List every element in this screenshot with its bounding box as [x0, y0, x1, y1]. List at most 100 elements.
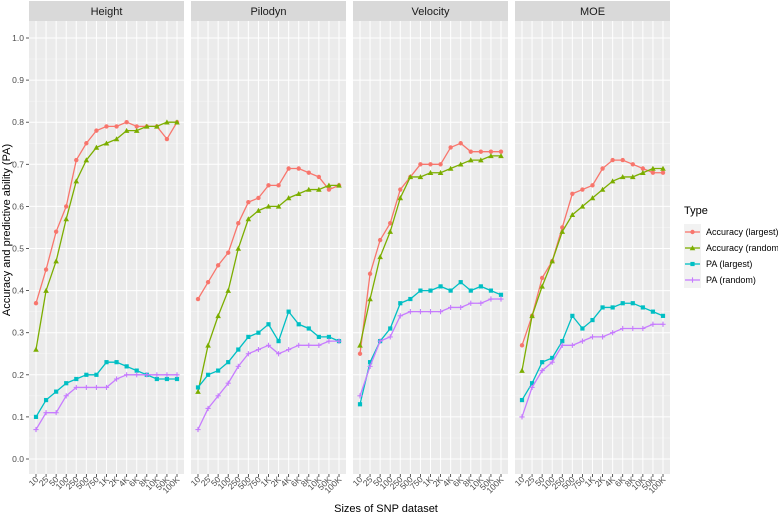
data-point: [316, 334, 321, 340]
data-point: [468, 300, 474, 306]
data-point: [377, 237, 383, 243]
data-point: [326, 182, 332, 188]
data-point: [650, 321, 656, 327]
data-point: [620, 301, 625, 306]
data-point: [529, 384, 535, 391]
data-point: [134, 368, 139, 373]
data-point: [174, 376, 180, 382]
data-point: [286, 346, 292, 353]
data-point: [134, 372, 140, 378]
data-point: [539, 367, 545, 374]
data-point: [235, 245, 242, 251]
data-point: [488, 288, 494, 293]
data-point: [316, 186, 322, 192]
data-point: [296, 322, 301, 327]
data-point: [94, 128, 99, 133]
data-point: [398, 187, 403, 192]
data-point: [428, 288, 433, 293]
legend: Type Accuracy (largest) Accuracy (random)…: [684, 205, 778, 288]
data-point: [599, 334, 606, 340]
data-point: [205, 279, 211, 285]
data-point: [195, 426, 201, 433]
data-point: [478, 149, 484, 154]
data-point: [407, 174, 414, 180]
panel-pilodyn: Pilodyn1025501002505007501K2K4K6K8K10K50…: [189, 1, 346, 495]
data-point: [195, 388, 201, 394]
y-axis-title: Accuracy and predictive ability (PA): [1, 144, 13, 316]
data-point: [215, 313, 221, 319]
data-point: [498, 153, 504, 159]
strip-background: [29, 1, 184, 21]
y-tick-label: 0.0: [12, 454, 24, 464]
data-point: [610, 330, 616, 336]
data-point: [570, 191, 575, 196]
data-point: [640, 169, 646, 175]
data-point: [236, 347, 241, 352]
data-point: [286, 166, 291, 171]
data-point: [559, 342, 565, 348]
data-point: [388, 221, 393, 226]
data-point: [43, 397, 49, 403]
legend-key-marker: [690, 229, 695, 235]
y-tick-label: 0.3: [12, 328, 24, 338]
data-point: [123, 127, 130, 133]
data-point: [256, 195, 261, 201]
data-point: [266, 322, 271, 327]
data-point: [326, 187, 332, 192]
data-point: [205, 342, 211, 348]
data-point: [467, 157, 474, 163]
data-point: [549, 359, 555, 365]
series-accuracy-largest: [195, 166, 342, 302]
data-point: [620, 325, 626, 332]
data-point: [468, 149, 473, 154]
data-point: [33, 414, 39, 419]
data-point: [73, 178, 80, 184]
panel-height: Height1025501002505007501K2K4K6K8K10K50K…: [27, 1, 184, 495]
y-tick-label: 0.7: [12, 159, 24, 169]
data-point: [600, 166, 605, 171]
data-point: [84, 372, 89, 377]
data-point: [33, 301, 39, 306]
legend-entry-accuracy-largest: Accuracy (largest): [684, 224, 778, 240]
data-point: [205, 405, 211, 412]
data-point: [255, 346, 262, 353]
data-point: [458, 141, 463, 146]
data-point: [164, 136, 170, 142]
data-point: [660, 313, 666, 318]
data-point: [326, 334, 332, 340]
data-point: [580, 187, 585, 192]
data-point: [64, 204, 69, 209]
data-point: [660, 321, 666, 327]
data-point: [113, 376, 120, 382]
data-point: [579, 338, 586, 344]
data-point: [427, 169, 434, 175]
data-point: [438, 284, 443, 289]
data-point: [630, 301, 635, 306]
legend-label: Accuracy (random): [706, 243, 778, 253]
data-point: [276, 183, 281, 188]
data-point: [590, 317, 595, 323]
legend-entry-pa-random: PA (random): [684, 272, 756, 288]
data-point: [478, 300, 484, 306]
data-point: [488, 149, 494, 154]
data-point: [640, 305, 645, 310]
data-point: [295, 190, 302, 197]
panels: Height1025501002505007501K2K4K6K8K10K50K…: [27, 1, 670, 495]
data-point: [164, 376, 170, 382]
data-point: [357, 393, 363, 399]
data-point: [650, 170, 656, 175]
data-point: [610, 305, 615, 310]
data-point: [539, 275, 545, 281]
data-point: [478, 284, 483, 289]
data-point: [133, 127, 140, 133]
y-tick-label: 0.6: [12, 201, 24, 211]
data-point: [154, 123, 160, 129]
data-point: [84, 141, 89, 146]
data-point: [488, 296, 494, 302]
panel-moe: MOE1025501002505007501K2K4K6K8K10K50K100…: [513, 1, 670, 495]
data-point: [73, 384, 79, 391]
data-point: [205, 372, 211, 377]
data-point: [367, 271, 373, 276]
data-point: [428, 162, 433, 167]
data-point: [83, 384, 89, 391]
